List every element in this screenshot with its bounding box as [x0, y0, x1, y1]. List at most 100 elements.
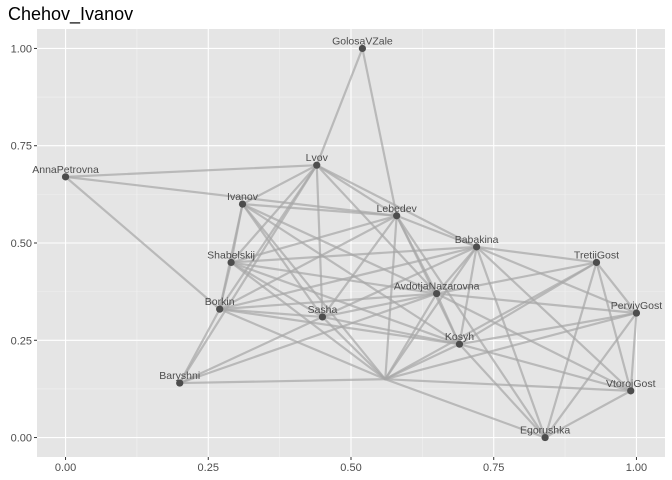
edge — [64, 164, 318, 178]
edge — [218, 261, 233, 311]
edge — [544, 261, 598, 439]
edge — [384, 343, 461, 381]
node-point — [433, 289, 441, 298]
edge — [178, 292, 438, 385]
edge — [230, 261, 387, 381]
network-nodes — [61, 44, 641, 442]
edge — [435, 292, 638, 315]
x-tick-label: 0.25 — [198, 462, 219, 474]
node-label: TretiiGost — [574, 249, 619, 261]
edge — [475, 245, 638, 315]
x-tick-label: 0.75 — [483, 462, 504, 474]
node-label: AvdotjaNazarovna — [394, 281, 480, 293]
node-point — [227, 258, 235, 267]
edge — [361, 47, 398, 217]
edge — [321, 315, 461, 346]
grid-major — [37, 29, 665, 457]
edge — [384, 245, 478, 381]
node-point — [238, 200, 247, 208]
edge — [458, 311, 638, 346]
node-point — [455, 340, 464, 348]
node-label: Kosyh — [445, 331, 474, 343]
edge — [178, 378, 387, 385]
node-label: Lebedev — [377, 203, 418, 215]
edge — [178, 315, 324, 385]
edge — [64, 175, 398, 217]
edge — [218, 292, 438, 311]
edge — [435, 292, 632, 392]
node-labels: GolosaVZale AnnaPetrovna Lvov Ivanov Lebedev… — [32, 35, 662, 436]
edge — [384, 378, 547, 439]
x-tick-label: 0.00 — [55, 462, 76, 474]
edge — [595, 261, 638, 315]
node-label: Sasha — [308, 304, 338, 316]
edge — [230, 245, 478, 264]
node-label: GolosaVZale — [332, 35, 393, 47]
edge — [458, 245, 478, 346]
edge — [475, 245, 598, 264]
edge — [315, 47, 364, 167]
node-label: Ivanov — [227, 191, 259, 203]
edge — [435, 261, 598, 295]
node-point — [318, 313, 327, 321]
y-tick-label: 1.00 — [11, 43, 32, 55]
edge — [544, 311, 638, 439]
edge — [241, 164, 318, 206]
edge — [458, 343, 547, 439]
edge — [315, 164, 398, 217]
node-point — [632, 309, 641, 317]
node-label: Borkin — [205, 296, 235, 308]
y-tick-label: 0.50 — [11, 238, 32, 250]
node-point — [358, 44, 367, 53]
node-point — [61, 173, 70, 181]
node-label: Egorushka — [520, 425, 570, 437]
edge — [178, 308, 221, 385]
edge — [629, 311, 638, 392]
y-tick-label: 0.75 — [11, 141, 32, 153]
node-label: Lvov — [306, 152, 329, 164]
edge — [384, 378, 632, 392]
node-label: VtorojGost — [606, 378, 656, 390]
edge — [395, 214, 478, 248]
edge — [218, 308, 461, 346]
node-point — [176, 379, 184, 387]
x-tick-label: 1.00 — [626, 462, 647, 474]
edge — [218, 308, 324, 319]
edge — [321, 315, 387, 381]
edge — [230, 164, 318, 264]
node-label: AnnaPetrovna — [32, 164, 99, 176]
chart-title: Chehov_Ivanov — [8, 4, 134, 24]
edge — [595, 261, 632, 392]
edge — [435, 292, 461, 346]
axis-ticks: 0.00 0.25 0.50 0.75 1.00 0.00 0.25 0.50 0.75 1.00 — [11, 43, 648, 474]
edge — [218, 245, 478, 311]
edge — [218, 214, 398, 311]
network-edges — [64, 47, 638, 439]
edge — [458, 343, 632, 392]
edge — [315, 164, 324, 319]
edge — [544, 389, 632, 439]
edge — [230, 261, 324, 319]
node-label: Baryshni — [159, 370, 200, 382]
node-point — [541, 433, 549, 442]
node-label: PerviyGost — [611, 300, 662, 312]
node-label: Babakina — [455, 234, 499, 246]
edge — [230, 261, 438, 295]
y-tick-label: 0.00 — [11, 433, 32, 445]
edge — [230, 261, 461, 346]
node-point — [627, 387, 635, 395]
edge — [475, 245, 547, 439]
edge — [315, 164, 478, 248]
edge — [241, 202, 398, 217]
edge — [321, 292, 438, 319]
node-point — [393, 212, 401, 220]
edge — [218, 308, 387, 381]
node-label: Shabelskij — [207, 249, 255, 261]
node-point — [313, 161, 321, 169]
x-tick-label: 0.50 — [340, 462, 361, 474]
edge — [241, 202, 461, 346]
edge — [384, 311, 638, 381]
node-point — [592, 258, 601, 267]
edge — [315, 164, 438, 295]
edge — [230, 214, 398, 264]
